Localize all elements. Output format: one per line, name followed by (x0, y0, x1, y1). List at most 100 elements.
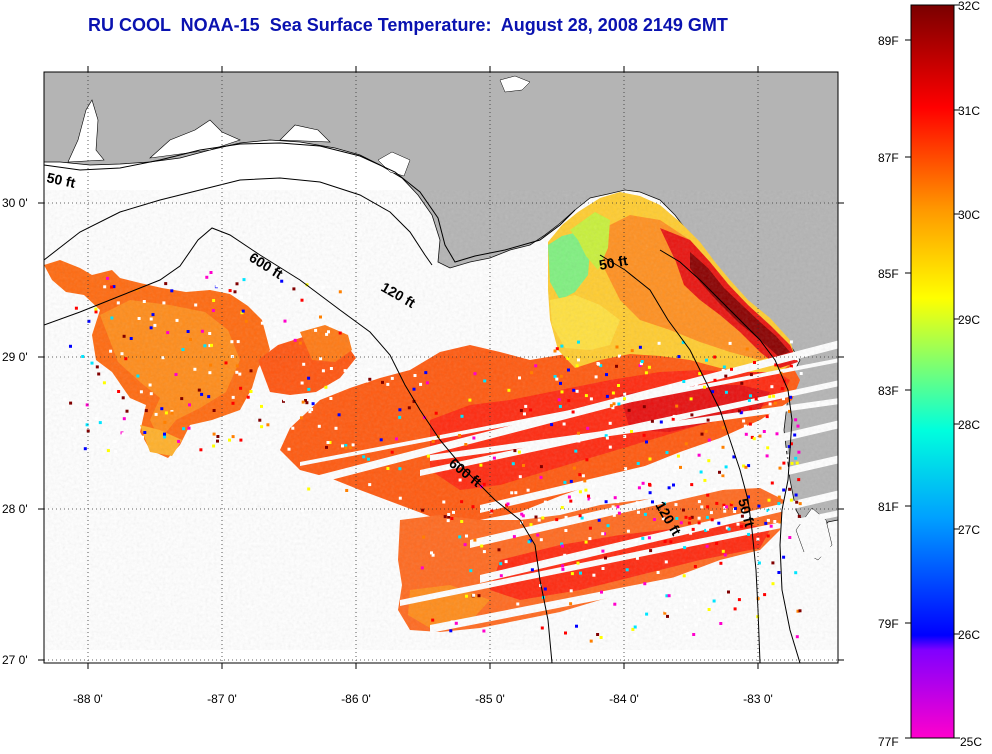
colorbar-celsius-label: 29C (958, 313, 980, 327)
sst-pixel (307, 487, 311, 491)
sst-pixel (516, 602, 520, 606)
sst-pixel (688, 516, 692, 520)
sst-pixel (287, 447, 291, 451)
sst-pixel (615, 345, 619, 349)
data-noise (44, 190, 838, 650)
sst-pixel (664, 609, 668, 613)
sst-pixel (666, 458, 670, 462)
sst-pixel (724, 374, 728, 378)
sst-pixel (724, 465, 728, 469)
sst-pixel (308, 410, 312, 414)
sst-pixel (725, 526, 729, 530)
sst-pixel (365, 379, 369, 383)
sst-pixel (608, 421, 612, 425)
sst-pixel (112, 285, 116, 289)
sst-pixel (771, 561, 775, 565)
sst-pixel (539, 538, 543, 542)
sst-pixel (665, 594, 669, 598)
sst-pixel (786, 454, 790, 458)
sst-pixel (520, 512, 524, 516)
sst-pixel (684, 605, 687, 609)
colorbar-celsius-label: 26C (958, 628, 980, 642)
sst-pixel (601, 549, 605, 553)
sst-pixel (260, 321, 264, 325)
sst-pixel (732, 455, 736, 459)
sst-pixel (767, 498, 771, 502)
lake-area (499, 75, 531, 93)
sst-pixel (599, 636, 603, 639)
sst-pixel (674, 503, 678, 507)
sst-pixel (521, 514, 525, 518)
sst-pixel (240, 296, 243, 299)
sst-pixel (98, 421, 102, 425)
sst-pixel (571, 503, 575, 506)
sst-pixel (512, 535, 516, 539)
sst-pixel (733, 510, 737, 513)
sst-pixel (329, 367, 333, 370)
graticule (44, 72, 838, 663)
sst-pixel (613, 496, 617, 500)
sst-pixel (682, 380, 686, 383)
sst-pixel (337, 413, 341, 417)
sst-pixel (647, 536, 651, 540)
sst-pixel (633, 633, 637, 637)
sst-pixel (94, 307, 98, 311)
sst-pixel (569, 602, 573, 606)
sst-pixel (768, 475, 772, 479)
sst-pixel (798, 502, 802, 506)
sst-pixel (348, 446, 352, 450)
sst-pixel (569, 479, 573, 483)
sst-pixel (604, 556, 607, 560)
sst-pixel (304, 399, 307, 402)
sst-pixel (571, 599, 575, 603)
sst-pixel (522, 464, 525, 467)
sst-pixel (795, 500, 799, 504)
sst-pixel (395, 437, 398, 441)
sst-pixel (463, 543, 467, 547)
sst-pixel (723, 553, 727, 557)
sst-pixel (755, 479, 759, 483)
sst-pixel (730, 500, 734, 504)
sst-pixel (334, 426, 338, 430)
sst-pixel (550, 423, 554, 427)
sst-pixel (691, 527, 695, 531)
sst-pixel (87, 319, 91, 323)
sst-pixel (728, 341, 732, 345)
sst-pixel (458, 478, 462, 482)
sst-pixel (560, 542, 564, 546)
sst-pixel (446, 519, 450, 523)
sst-pixel (426, 454, 430, 458)
sst-pixel (203, 344, 207, 348)
sst-pixel (790, 461, 794, 465)
sst-pixel (772, 394, 776, 398)
sst-pixel (326, 441, 330, 444)
sst-pixel (208, 344, 212, 348)
sst-pixel (559, 374, 563, 378)
sst-pixel (774, 363, 778, 367)
sst-pixel (569, 499, 573, 503)
sst-pixel (575, 364, 579, 368)
sst-pixel (684, 515, 688, 519)
sst-pixel (733, 607, 737, 611)
sst-pixel (241, 309, 245, 313)
colorbar-celsius-label: 28C (958, 418, 980, 432)
sst-pixel (690, 483, 694, 487)
sst-pixel (231, 435, 235, 439)
sst-pixel (160, 407, 164, 411)
sst-pixel (390, 376, 394, 380)
sst-pixel (300, 381, 304, 385)
sst-pixel (604, 500, 608, 504)
sst-pixel (592, 573, 596, 577)
sst-pixel (321, 285, 325, 289)
sst-pixel (694, 383, 698, 387)
sst-pixel (794, 571, 798, 575)
sst-pixel (614, 397, 618, 401)
sst-pixel (579, 571, 582, 575)
sst-pixel (584, 488, 588, 492)
sst-pixel (249, 390, 253, 393)
sst-pixel (282, 398, 286, 402)
sst-pixel (249, 369, 253, 373)
sst-pixel (697, 500, 701, 504)
sst-pixel (121, 396, 125, 400)
colorbar-fahrenheit-label: 83F (878, 384, 899, 398)
